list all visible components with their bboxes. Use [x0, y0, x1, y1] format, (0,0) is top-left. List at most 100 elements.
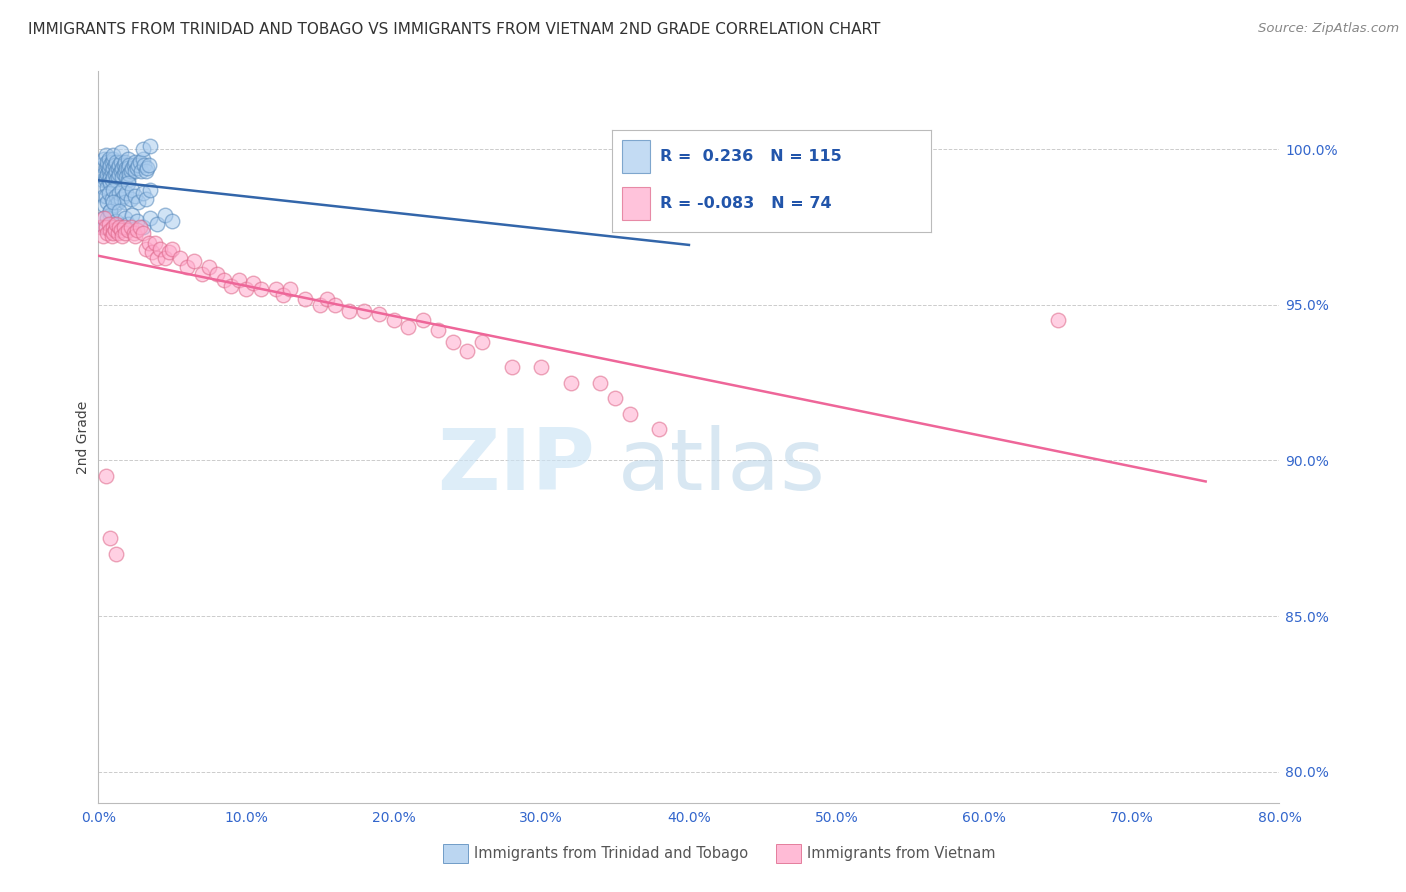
Point	[110, 164, 132, 178]
Point	[103, 195, 125, 210]
Point	[117, 161, 139, 175]
Point	[90, 158, 112, 172]
Text: Immigrants from Trinidad and Tobago: Immigrants from Trinidad and Tobago	[474, 847, 748, 861]
FancyBboxPatch shape	[621, 187, 651, 220]
Point	[121, 183, 143, 197]
Point	[111, 170, 134, 185]
Point	[93, 152, 115, 166]
Point	[93, 189, 115, 203]
Point	[124, 164, 146, 178]
Point	[560, 376, 582, 390]
Point	[105, 173, 128, 187]
Point	[271, 288, 294, 302]
Point	[97, 186, 120, 200]
Point	[93, 219, 115, 234]
Point	[107, 226, 129, 240]
Point	[153, 208, 176, 222]
Point	[112, 167, 135, 181]
Point	[104, 223, 127, 237]
Point	[149, 242, 172, 256]
Point	[368, 307, 391, 321]
Point	[316, 292, 339, 306]
Point	[117, 177, 139, 191]
Point	[122, 226, 145, 240]
Point	[107, 161, 129, 175]
Point	[110, 145, 132, 160]
Point	[91, 229, 114, 244]
Point	[97, 161, 120, 175]
Point	[294, 292, 316, 306]
Text: R =  0.236   N = 115: R = 0.236 N = 115	[659, 149, 842, 164]
Point	[114, 154, 136, 169]
Point	[110, 154, 132, 169]
Point	[128, 219, 150, 234]
Point	[97, 217, 120, 231]
Text: IMMIGRANTS FROM TRINIDAD AND TOBAGO VS IMMIGRANTS FROM VIETNAM 2ND GRADE CORRELA: IMMIGRANTS FROM TRINIDAD AND TOBAGO VS I…	[28, 22, 880, 37]
Point	[91, 211, 114, 225]
Point	[100, 173, 122, 187]
Point	[111, 229, 134, 244]
Point	[96, 179, 118, 194]
Point	[108, 167, 131, 181]
Point	[103, 219, 125, 234]
Point	[212, 273, 235, 287]
Point	[157, 244, 180, 259]
Point	[94, 189, 117, 203]
Point	[323, 298, 346, 312]
Point	[396, 319, 419, 334]
Point	[648, 422, 671, 436]
Point	[382, 313, 405, 327]
Point	[98, 531, 121, 545]
Point	[162, 213, 183, 227]
Point	[127, 195, 149, 210]
Point	[100, 154, 122, 169]
Point	[93, 211, 115, 225]
Point	[114, 195, 136, 210]
Point	[104, 158, 127, 172]
Point	[96, 195, 118, 210]
Text: Immigrants from Vietnam: Immigrants from Vietnam	[807, 847, 995, 861]
Point	[103, 226, 125, 240]
Point	[97, 152, 120, 166]
Point	[94, 148, 117, 162]
Point	[427, 323, 450, 337]
Point	[441, 335, 464, 350]
Point	[135, 192, 157, 206]
Point	[121, 161, 143, 175]
Point	[107, 195, 129, 210]
Point	[135, 164, 157, 178]
Point	[124, 154, 146, 169]
Point	[141, 244, 163, 259]
Point	[105, 154, 128, 169]
Point	[471, 335, 494, 350]
Point	[94, 173, 117, 187]
Point	[132, 142, 155, 156]
Point	[309, 298, 332, 312]
Point	[118, 158, 141, 172]
Point	[98, 170, 121, 185]
Point	[111, 161, 134, 175]
Text: atlas: atlas	[619, 425, 827, 508]
Point	[117, 223, 139, 237]
Point	[117, 152, 139, 166]
Point	[93, 198, 115, 212]
Text: Source: ZipAtlas.com: Source: ZipAtlas.com	[1258, 22, 1399, 36]
Point	[143, 235, 166, 250]
Point	[339, 304, 360, 318]
Point	[103, 170, 125, 185]
Point	[114, 226, 136, 240]
Point	[115, 186, 138, 200]
Point	[127, 158, 149, 172]
Point	[264, 282, 287, 296]
Point	[105, 217, 128, 231]
Point	[198, 260, 221, 275]
Point	[90, 219, 112, 234]
Point	[98, 204, 121, 219]
Point	[115, 170, 138, 185]
Point	[139, 183, 162, 197]
Point	[132, 152, 155, 166]
Point	[94, 161, 117, 175]
Point	[530, 359, 553, 374]
Point	[94, 170, 117, 185]
Point	[221, 279, 243, 293]
